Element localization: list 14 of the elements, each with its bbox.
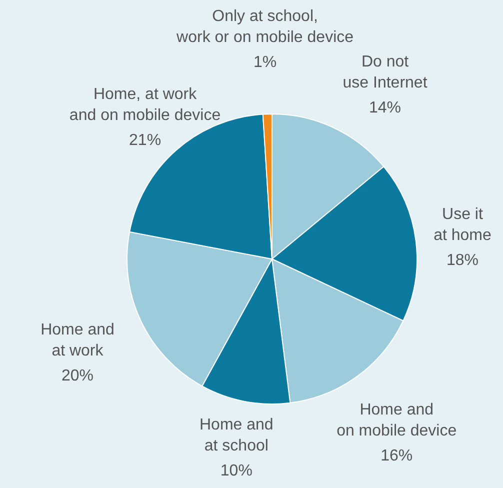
slice-label: Only at school, work or on mobile device (176, 8, 354, 46)
data-label: 10% (220, 462, 252, 480)
slice-label: Home, at work and on mobile device (69, 86, 221, 124)
slice-label: Home and at school (199, 416, 274, 455)
slice-label: Do not use Internet (342, 54, 428, 92)
slice-label: Use it at home (434, 206, 492, 244)
data-label: 20% (61, 368, 94, 385)
data-label: 16% (380, 448, 413, 465)
slice-label: Home and at work (40, 322, 114, 360)
data-label: 1% (253, 54, 277, 72)
data-label: 18% (446, 252, 478, 269)
data-label: 21% (129, 132, 162, 149)
data-label: 14% (369, 100, 402, 117)
slice-label: Home and on mobile device (336, 402, 457, 440)
